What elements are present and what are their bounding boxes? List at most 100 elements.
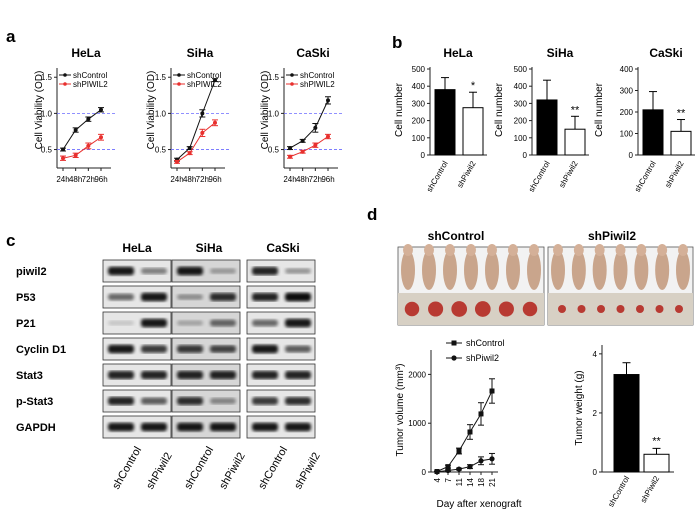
a-line-siha-shPIWIL2	[176, 122, 216, 163]
a-point-siha-shPIWIL2	[187, 151, 192, 156]
c-blot-frame-HeLa-P53	[102, 285, 172, 309]
c-xlabel-hela-piwil2: shPiwil2	[144, 451, 175, 492]
c-band-HeLa-P21-shControl	[108, 320, 134, 326]
d-volume-xtick-label: 21	[488, 477, 497, 486]
d-weight-xlabel: shControl	[606, 474, 631, 508]
b-ytick-label-hela: 400	[412, 82, 426, 91]
d-volume-xtick-label: 18	[477, 477, 486, 486]
a-ytick-label-hela: 1.5	[41, 73, 53, 82]
a-point-siha-shPIWIL2	[213, 120, 217, 125]
c-band-SiHa-p-Stat3-shControl	[177, 397, 203, 405]
a-legend-label-caski: shPIWIL2	[300, 80, 335, 89]
c-band-CaSki-P21-shControl	[252, 319, 278, 327]
d-mouse-head-piwil2	[636, 244, 647, 256]
a-point-caski-shPIWIL2	[288, 154, 292, 159]
d-weight-bar-shControl	[613, 374, 640, 473]
d-volume-ylabel: Tumor volume (mm³)	[395, 364, 406, 457]
d-mouse-control	[527, 250, 541, 290]
a-legend-marker-siha	[177, 82, 181, 86]
panel-label-a: a	[6, 27, 16, 46]
c-band-CaSki-piwil2-shControl	[252, 266, 278, 276]
c-blot-frame-HeLa-piwil2	[102, 259, 172, 283]
c-band-CaSki-P53-shPiwil2	[285, 292, 311, 302]
b-xlabel-hela: shControl	[425, 159, 450, 193]
a-point-siha-shPIWIL2	[200, 130, 205, 135]
d-mouse-control	[485, 250, 499, 290]
c-band-SiHa-P21-shPiwil2	[210, 319, 236, 327]
a-legend-marker-hela	[63, 82, 67, 86]
d-mouse-head-piwil2	[657, 244, 668, 256]
c-band-HeLa-Stat3-shPiwil2	[141, 370, 167, 380]
a-line-hela-shPIWIL2	[62, 136, 102, 159]
a-point-hela-shControl	[99, 107, 103, 112]
d-tumor-control	[428, 301, 444, 317]
c-row-p21: P21	[16, 318, 36, 330]
d-xlabel: Day after xenograft	[436, 499, 521, 510]
c-blot-frame-SiHa-GAPDH	[171, 415, 241, 439]
a-legend-marker-hela	[63, 73, 67, 77]
c-row-p-stat3: p-Stat3	[16, 396, 53, 408]
a-line-caski-shPIWIL2	[289, 136, 329, 158]
c-blot-frame-CaSki-p-Stat3	[246, 389, 316, 413]
d-volume-point-shControl	[445, 464, 451, 470]
d-volume-point-shPiwil2	[478, 458, 484, 464]
d-mouse-head-piwil2	[594, 244, 605, 256]
c-blot-frame-HeLa-GAPDH	[102, 415, 172, 439]
a-point-caski-shControl	[300, 138, 305, 143]
c-band-HeLa-P53-shPiwil2	[141, 292, 167, 302]
d-mouse-control	[422, 250, 436, 290]
a-ylabel-siha: Cell Viability (OD)	[146, 71, 157, 150]
c-band-CaSki-P53-shControl	[252, 292, 278, 302]
d-volume-point-shControl	[456, 448, 462, 454]
d-volume-xtick-label: 14	[466, 477, 475, 486]
d-weight-ytick-label: 2	[593, 409, 598, 418]
c-band-CaSki-GAPDH-shControl	[252, 422, 278, 432]
a-line-siha-shControl	[176, 79, 216, 161]
c-band-HeLa-Stat3-shControl	[108, 370, 134, 380]
a-xtick-label-caski: 72h	[309, 175, 322, 184]
d-tumor-piwil2	[558, 305, 566, 313]
a-ytick-label-caski: 1.0	[268, 109, 280, 118]
d-mouse-piwil2	[634, 250, 649, 290]
b-title-caski: CaSki	[649, 46, 682, 60]
b-ytick-label-siha: 0	[523, 151, 528, 160]
d-weight-xlabel: shPiwil2	[639, 474, 662, 504]
c-row-piwil2: piwil2	[16, 266, 47, 278]
c-band-HeLa-piwil2-shPiwil2	[141, 267, 167, 275]
c-band-HeLa-Cyclin D1-shPiwil2	[141, 345, 167, 353]
c-band-SiHa-piwil2-shControl	[177, 266, 203, 276]
a-point-hela-shPIWIL2	[61, 156, 65, 161]
b-ytick-label-caski: 400	[620, 65, 634, 74]
c-band-HeLa-GAPDH-shControl	[108, 422, 134, 432]
a-ytick-label-siha: 0.5	[155, 146, 167, 155]
b-bar-hela-shPiwil2	[462, 107, 484, 156]
a-line-caski-shControl	[289, 100, 329, 149]
b-bar-hela-shControl	[434, 89, 456, 156]
d-volume-ytick-label: 0	[422, 468, 427, 477]
d-mouse-head-control	[529, 244, 539, 256]
a-legend-label-siha: shPIWIL2	[187, 80, 222, 89]
c-blot-frame-SiHa-Cyclin D1	[171, 337, 241, 361]
c-band-SiHa-P53-shPiwil2	[210, 293, 236, 301]
d-mouse-head-piwil2	[678, 244, 688, 256]
c-band-SiHa-Stat3-shPiwil2	[210, 370, 236, 380]
d-mouse-head-control	[424, 244, 434, 256]
a-point-siha-shPIWIL2	[175, 159, 179, 164]
d-volume-point-shPiwil2	[445, 467, 451, 474]
c-band-HeLa-GAPDH-shPiwil2	[141, 422, 167, 432]
a-legend-marker-caski	[290, 73, 294, 77]
a-point-caski-shControl	[288, 146, 292, 151]
d-mouse-piwil2	[613, 250, 628, 290]
d-volume-legend-marker	[451, 340, 457, 346]
a-legend-label-hela: shControl	[73, 71, 107, 80]
a-point-siha-shControl	[187, 146, 192, 151]
d-mouse-piwil2	[655, 250, 670, 290]
d-volume-xtick-label: 7	[444, 477, 453, 482]
a-xtick-label-hela: 96h	[94, 175, 107, 184]
a-ytick-label-caski: 1.5	[268, 73, 280, 82]
a-point-caski-shControl	[313, 125, 318, 130]
d-tumor-piwil2	[616, 305, 625, 313]
a-xtick-label-siha: 96h	[208, 175, 221, 184]
a-title-caski: CaSki	[296, 46, 329, 60]
c-blot-frame-SiHa-P21	[171, 311, 241, 335]
